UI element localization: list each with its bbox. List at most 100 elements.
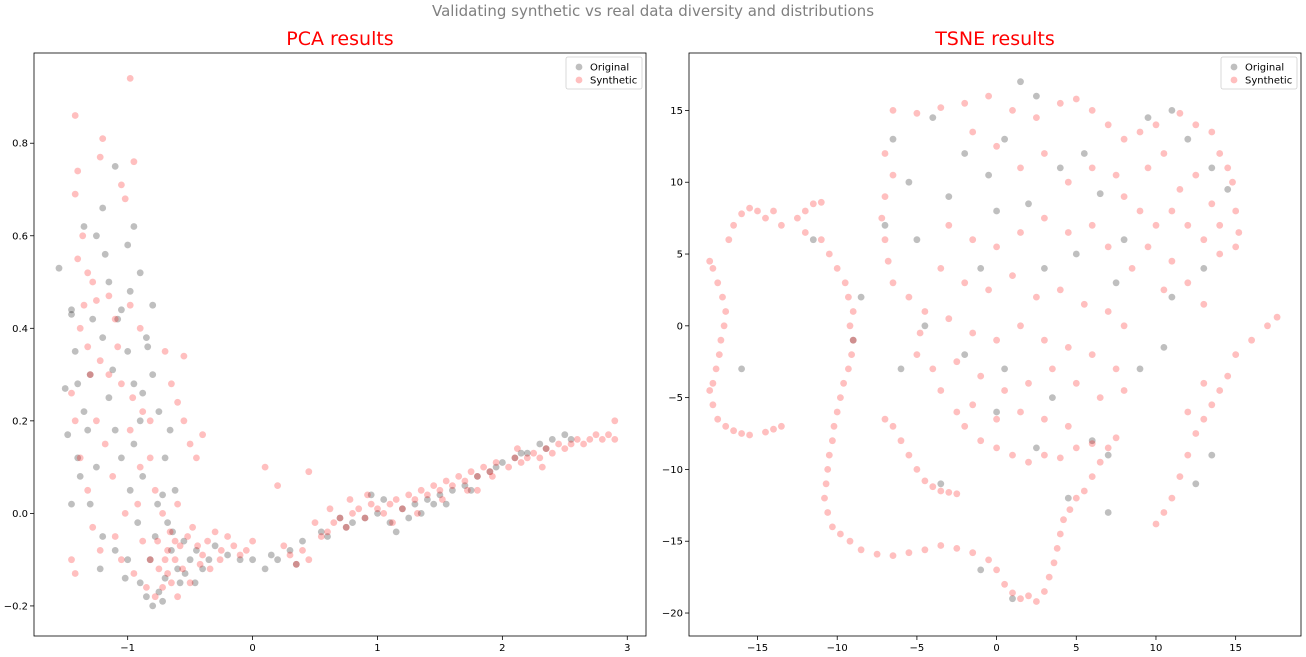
- tsne-synthetic-point: [929, 483, 937, 491]
- tsne-synthetic-point: [1088, 440, 1096, 447]
- tsne-synthetic-point: [846, 322, 854, 330]
- tsne-synthetic-point: [1152, 121, 1160, 129]
- tsne-legend-marker-synthetic: [1230, 76, 1238, 84]
- pca-original-point: [486, 468, 494, 476]
- tsne-synthetic-point: [845, 293, 852, 301]
- tsne-synthetic-point: [722, 308, 730, 315]
- pca-synthetic-point: [305, 556, 313, 564]
- tsne-original-point: [913, 236, 921, 244]
- pca-original-point: [161, 574, 169, 582]
- tsne-x-tick-label: 0: [993, 643, 999, 654]
- pca-original-point: [159, 597, 167, 605]
- pca-synthetic-point: [196, 560, 204, 568]
- pca-original-point: [155, 408, 163, 415]
- tsne-synthetic-point: [937, 487, 945, 495]
- tsne-synthetic-point: [1184, 221, 1192, 229]
- tsne-original-point: [1168, 293, 1176, 301]
- pca-synthetic-point: [159, 510, 167, 517]
- pca-synthetic-point: [74, 167, 82, 175]
- tsne-synthetic-point: [1248, 336, 1255, 344]
- pca-synthetic-point: [580, 440, 587, 448]
- tsne-title: TSNE results: [934, 28, 1055, 50]
- tsne-synthetic-point: [1200, 415, 1208, 423]
- pca-synthetic-point: [442, 477, 450, 485]
- tsne-synthetic-point: [1112, 171, 1120, 179]
- pca-synthetic-point: [126, 426, 134, 434]
- pca-original-point: [144, 343, 152, 351]
- tsne-synthetic-point: [1041, 415, 1048, 423]
- tsne-synthetic-point: [817, 198, 825, 206]
- tsne-synthetic-point: [1120, 193, 1128, 201]
- pca-synthetic-point: [186, 579, 194, 587]
- pca-original-point: [161, 454, 169, 462]
- tsne-synthetic-point: [937, 104, 945, 111]
- pca-synthetic-point: [217, 547, 225, 554]
- tsne-synthetic-point: [1041, 588, 1048, 595]
- pca-original-point: [169, 528, 177, 536]
- tsne-synthetic-point: [1064, 344, 1072, 351]
- tsne-synthetic-point: [1176, 109, 1184, 117]
- tsne-synthetic-point: [801, 229, 809, 236]
- tsne-synthetic-point: [1072, 494, 1080, 502]
- tsne-synthetic-point: [1216, 387, 1224, 394]
- pca-synthetic-point: [86, 371, 94, 378]
- pca-original-point: [386, 519, 394, 526]
- pca-original-point: [517, 449, 525, 457]
- pca-synthetic-point: [505, 463, 512, 471]
- pca-synthetic-point: [464, 486, 471, 494]
- pca-chart: PCA results −1 0 1 2 3 −0.2 0.0 0.2 0.4 0.6 0.8 Orig…: [4, 28, 647, 654]
- pca-original-point: [292, 560, 300, 568]
- tsne-synthetic-point: [1104, 243, 1112, 251]
- pca-original-point: [139, 473, 147, 480]
- pca-original-point: [76, 473, 84, 480]
- pca-original-point: [151, 533, 159, 540]
- tsne-original-point: [1072, 250, 1080, 258]
- pca-original-point: [124, 241, 132, 249]
- pca-synthetic-point: [204, 537, 212, 545]
- tsne-y-tick-label: 15: [670, 106, 683, 117]
- tsne-y-tick-label: 0: [677, 321, 683, 332]
- pca-original-point: [126, 287, 134, 295]
- pca-synthetic-point: [573, 436, 581, 443]
- tsne-synthetic-point: [822, 480, 830, 488]
- pca-original-point: [317, 528, 325, 536]
- tsne-synthetic-point: [1025, 592, 1032, 600]
- tsne-synthetic-point: [889, 422, 897, 430]
- tsne-synthetic-point: [905, 451, 913, 459]
- tsne-synthetic-point: [849, 308, 857, 315]
- tsne-original-point: [857, 293, 865, 301]
- tsne-synthetic-point: [969, 236, 977, 244]
- tsne-x-tick-label: −10: [827, 643, 848, 654]
- tsne-synthetic-point: [1033, 293, 1040, 301]
- tsne-synthetic-point: [937, 265, 945, 272]
- tsne-synthetic-point: [719, 293, 726, 301]
- pca-original-point: [86, 500, 94, 508]
- tsne-synthetic-point: [1192, 430, 1200, 437]
- pca-synthetic-point: [286, 551, 294, 559]
- pca-synthetic-point: [96, 547, 104, 554]
- pca-x-tick-label: 2: [499, 643, 505, 654]
- tsne-legend: Original Synthetic: [1220, 56, 1298, 90]
- pca-original-point: [126, 486, 134, 494]
- tsne-synthetic-point: [937, 387, 945, 394]
- pca-original-point: [99, 334, 107, 341]
- tsne-synthetic-point: [1104, 444, 1112, 452]
- pca-original-point: [174, 565, 182, 573]
- tsne-synthetic-point: [1192, 121, 1200, 129]
- pca-synthetic-point: [211, 528, 219, 536]
- pca-synthetic-point: [71, 570, 79, 577]
- pca-synthetic-point: [129, 394, 137, 402]
- tsne-synthetic-point: [1104, 121, 1112, 129]
- tsne-original-point: [1033, 92, 1040, 100]
- pca-original-point: [430, 500, 438, 508]
- pca-synthetic-point: [364, 491, 371, 499]
- pca-original-point: [523, 449, 531, 457]
- pca-y-tick-label: 0.2: [12, 416, 28, 427]
- pca-original-point: [134, 519, 142, 526]
- tsne-original-point: [1112, 279, 1120, 287]
- pca-original-point: [96, 565, 104, 573]
- tsne-synthetic-point: [873, 550, 881, 558]
- pca-synthetic-point: [324, 528, 331, 536]
- pca-original-point: [155, 588, 163, 596]
- pca-axes-frame: [33, 52, 647, 637]
